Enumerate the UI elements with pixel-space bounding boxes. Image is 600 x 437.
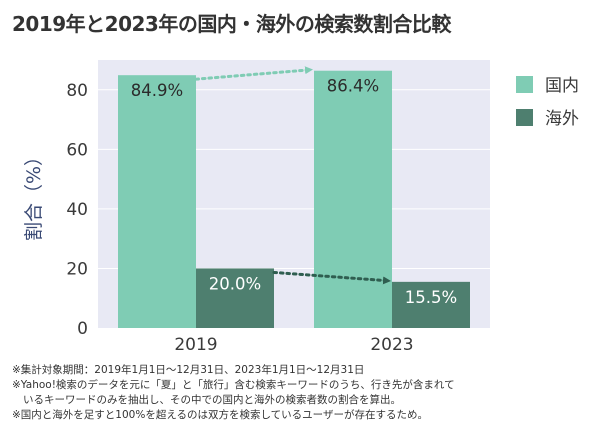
data-label: 86.4%: [327, 77, 379, 96]
y-tick-label: 20: [66, 259, 88, 279]
x-tick-label: 2019: [174, 335, 217, 355]
data-label: 15.5%: [405, 288, 457, 307]
bar-overseas-2019: [196, 268, 274, 328]
y-tick-label: 80: [66, 81, 88, 101]
footnotes: ※集計対象期間：2019年1月1日〜12月31日、2023年1月1日〜12月31…: [12, 363, 592, 423]
legend-swatch: [516, 109, 533, 126]
y-tick-label: 0: [77, 319, 88, 339]
bar-overseas-2023: [392, 281, 470, 328]
data-label: 20.0%: [209, 274, 261, 293]
trend-arrow-domestic: [194, 66, 313, 81]
footnote-method-cont: いるキーワードのみを抽出し、その中での国内と海外の検索者数の割合を算出。: [23, 394, 401, 406]
footnote-method: ※Yahoo!検索のデータを元に「夏」と「旅行」含む検索キーワードのうち、行き先…: [12, 379, 455, 391]
legend-label: 海外: [545, 109, 579, 129]
legend-label: 国内: [545, 76, 579, 96]
x-tick-label: 2023: [370, 335, 413, 355]
footnote-overlap: ※国内と海外を足すと100%を超えるのは双方を検索しているユーザーが存在するため…: [12, 409, 428, 421]
bar-domestic-2019: [118, 75, 196, 328]
data-label: 84.9%: [131, 81, 183, 100]
y-tick-label: 60: [66, 140, 88, 160]
chart-title: 2019年と2023年の国内・海外の検索数割合比較: [12, 12, 451, 36]
bar-domestic-2023: [314, 70, 392, 328]
y-tick-label: 40: [66, 200, 88, 220]
y-axis-label: 割合（%）: [23, 147, 45, 241]
legend-swatch: [516, 76, 533, 93]
trend-arrow-overseas: [272, 270, 391, 285]
footnote-period: ※集計対象期間：2019年1月1日〜12月31日、2023年1月1日〜12月31…: [12, 364, 365, 376]
